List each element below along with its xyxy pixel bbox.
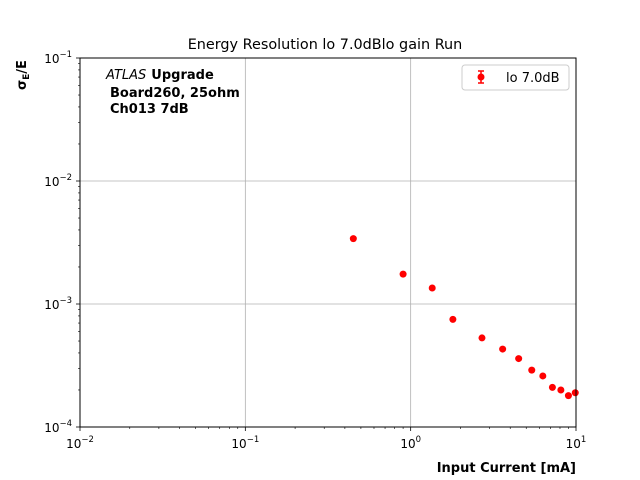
x-axis-ticks: 10−2 10−1 100 101 [66,427,586,451]
legend-label: lo 7.0dB [506,71,560,86]
data-point [539,372,547,380]
x-tick-label: 10−1 [231,435,259,451]
y-axis-ticks: 10−4 10−3 10−2 10−1 [44,50,80,435]
data-point [428,284,436,292]
data-point [557,386,565,394]
grid-lines [80,58,576,427]
data-point [515,355,523,363]
x-tick-label: 100 [400,435,421,451]
data-points [349,235,579,400]
plot-frame [79,57,577,428]
data-point [449,315,457,323]
data-point [571,389,579,397]
data-point [548,383,556,391]
data-point [478,334,486,342]
atlas-label-line3: Ch013 7dB [110,102,189,117]
data-point [349,235,357,243]
y-tick-label: 10−3 [44,296,72,312]
chart-title: Energy Resolution lo 7.0dBlo gain Run [188,37,463,53]
atlas-label-line1: ATLAS Upgrade [105,68,214,83]
atlas-label-line2: Board260, 25ohm [110,86,240,101]
y-tick-label: 10−1 [44,50,72,66]
legend-marker [477,73,485,81]
legend: lo 7.0dB [461,64,570,91]
data-point [399,270,407,278]
data-point [564,392,572,400]
x-tick-label: 10−2 [66,435,94,451]
y-tick-label: 10−2 [44,173,72,189]
x-axis-label: Input Current [mA] [437,461,576,476]
y-axis-label: σE/E [15,60,32,90]
legend-box [461,64,570,91]
x-tick-label: 101 [566,435,587,451]
data-point [528,366,536,374]
y-tick-label: 10−4 [44,419,72,435]
data-point [499,345,507,353]
atlas-annotation: ATLAS Upgrade Board260, 25ohm Ch013 7dB [105,68,240,117]
